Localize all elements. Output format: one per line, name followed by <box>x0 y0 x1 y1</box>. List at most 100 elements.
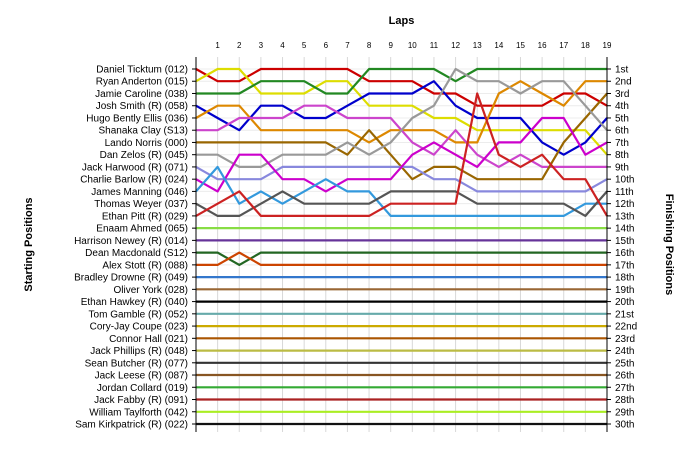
x-tick-label: 7 <box>345 41 350 50</box>
finishing-position-label: 19th <box>615 285 634 296</box>
right-axis-title: Finishing Positions <box>663 194 675 295</box>
driver-series-line <box>196 67 607 95</box>
x-tick-label: 8 <box>367 41 372 50</box>
finishing-position-label: 15th <box>615 236 634 247</box>
driver-series-line <box>195 165 607 217</box>
starting-grid-label: Shanaka Clay (S13) <box>99 126 189 137</box>
finishing-position-label: 25th <box>615 358 634 369</box>
x-tick-label: 13 <box>473 41 482 50</box>
finishing-position-label: 9th <box>615 162 629 173</box>
finishing-position-label: 11th <box>615 187 634 198</box>
x-tick-label: 11 <box>430 41 439 50</box>
starting-grid-label: William Taylforth (042) <box>89 407 188 418</box>
x-tick-label: 1 <box>215 41 220 50</box>
starting-grid-label: Enaam Ahmed (065) <box>96 224 188 235</box>
finishing-position-label: 3rd <box>615 89 629 100</box>
finishing-position-label: 18th <box>615 273 634 284</box>
starting-grid-label: Jack Phillips (R) (048) <box>90 346 188 357</box>
finishing-position-label: 13th <box>615 211 634 222</box>
series-layer <box>195 67 608 426</box>
finishing-position-label: 4th <box>615 101 629 112</box>
starting-grid-label: James Manning (046) <box>91 187 188 198</box>
x-tick-label: 14 <box>494 41 503 50</box>
x-tick-label: 6 <box>324 41 329 50</box>
finishing-position-label: 21st <box>615 309 634 320</box>
finishing-position-label: 28th <box>615 395 634 406</box>
starting-grid-label: Alex Stott (R) (088) <box>102 260 188 271</box>
starting-grid-label: Sam Kirkpatrick (R) (022) <box>75 420 188 431</box>
left-axis-title: Starting Positions <box>23 197 35 291</box>
starting-grid-label: Sean Butcher (R) (077) <box>85 358 188 369</box>
starting-grid-label: Lando Norris (000) <box>105 138 188 149</box>
driver-series-line <box>195 116 608 193</box>
starting-grid-label: Thomas Weyer (037) <box>94 199 188 210</box>
finishing-position-label: 27th <box>615 383 634 394</box>
finishing-position-label: 14th <box>615 224 634 235</box>
starting-grid-label: Dan Zelos (R) (045) <box>100 150 188 161</box>
starting-grid-label: Jack Fabby (R) (091) <box>94 395 188 406</box>
plot-area <box>196 57 607 432</box>
finishing-position-label: 17th <box>615 260 634 271</box>
starting-grid-label: Tom Gamble (R) (052) <box>89 309 188 320</box>
starting-grid-label: Ethan Hawkey (R) (040) <box>81 297 188 308</box>
finishing-position-label: 29th <box>615 407 634 418</box>
driver-series-line <box>195 67 608 156</box>
starting-grid-label: Daniel Ticktum (012) <box>96 65 188 76</box>
starting-grid-label: Ethan Pitt (R) (029) <box>102 211 188 222</box>
x-tick-label: 2 <box>237 41 242 50</box>
starting-grid-label: Oliver York (028) <box>114 285 188 296</box>
x-axis-title: Laps <box>389 15 415 27</box>
driver-series-line <box>195 190 608 217</box>
driver-series-line <box>195 80 608 156</box>
x-tick-label: 9 <box>388 41 393 50</box>
x-tick-label: 4 <box>280 41 285 50</box>
starting-grid-label: Dean Macdonald (S12) <box>85 248 188 259</box>
finishing-position-label: 26th <box>615 371 634 382</box>
starting-grid-label: Charlie Barlow (R) (024) <box>80 175 188 186</box>
finishing-position-label: 5th <box>615 113 629 124</box>
finishing-position-label: 22nd <box>615 322 637 333</box>
driver-series-line <box>196 67 608 168</box>
starting-grid-label: Josh Smith (R) (058) <box>96 101 188 112</box>
starting-grid-label: Hugo Bently Ellis (036) <box>86 113 188 124</box>
finishing-position-label: 24th <box>615 346 634 357</box>
axes <box>192 57 611 432</box>
finishing-position-label: 16th <box>615 248 634 259</box>
x-tick-label: 15 <box>516 41 525 50</box>
finishing-position-label: 23rd <box>615 334 635 345</box>
finishing-position-label: 1st <box>615 65 629 76</box>
finishing-position-label: 6th <box>615 126 629 137</box>
finishing-position-label: 12th <box>615 199 634 210</box>
finishing-position-labels: 1st2nd3rd4th5th6th7th8th9th10th11th12th1… <box>615 65 637 431</box>
starting-grid-label: Jack Leese (R) (087) <box>95 371 188 382</box>
driver-series-line <box>196 251 607 266</box>
x-tick-label: 12 <box>451 41 460 50</box>
x-tick-label: 5 <box>302 41 307 50</box>
finishing-position-label: 20th <box>615 297 634 308</box>
driver-series-line <box>196 251 607 266</box>
starting-grid-label: Connor Hall (021) <box>109 334 188 345</box>
x-tick-labels: 1 2 3 4 5 6 7 8 9 10 11 12 13 14 15 16 17 18 19 <box>215 41 612 50</box>
starting-grid-label: Harrison Newey (R) (014) <box>74 236 188 247</box>
starting-grid-label: Cory-Jay Coupe (023) <box>90 322 188 333</box>
finishing-position-label: 10th <box>615 175 634 186</box>
starting-grid-label: Bradley Drowne (R) (049) <box>74 273 188 284</box>
x-tick-label: 10 <box>408 41 417 50</box>
starting-grid-label: Jordan Collard (019) <box>97 383 188 394</box>
x-tick-label: 17 <box>559 41 568 50</box>
driver-series-line <box>195 92 608 217</box>
finishing-position-label: 2nd <box>615 77 632 88</box>
driver-series-line <box>195 67 608 107</box>
starting-grid-label: Jack Harwood (R) (071) <box>82 162 188 173</box>
x-tick-label: 19 <box>603 41 612 50</box>
finishing-position-label: 8th <box>615 150 629 161</box>
x-tick-label: 3 <box>259 41 264 50</box>
starting-grid-label: Ryan Anderton (015) <box>96 77 188 88</box>
starting-grid-label: Jamie Caroline (038) <box>95 89 188 100</box>
finishing-position-label: 7th <box>615 138 629 149</box>
finishing-position-label: 30th <box>615 420 634 431</box>
x-tick-label: 16 <box>538 41 547 50</box>
x-tick-label: 18 <box>581 41 590 50</box>
starting-grid-labels: Daniel Ticktum (012)Ryan Anderton (015)J… <box>74 65 188 431</box>
